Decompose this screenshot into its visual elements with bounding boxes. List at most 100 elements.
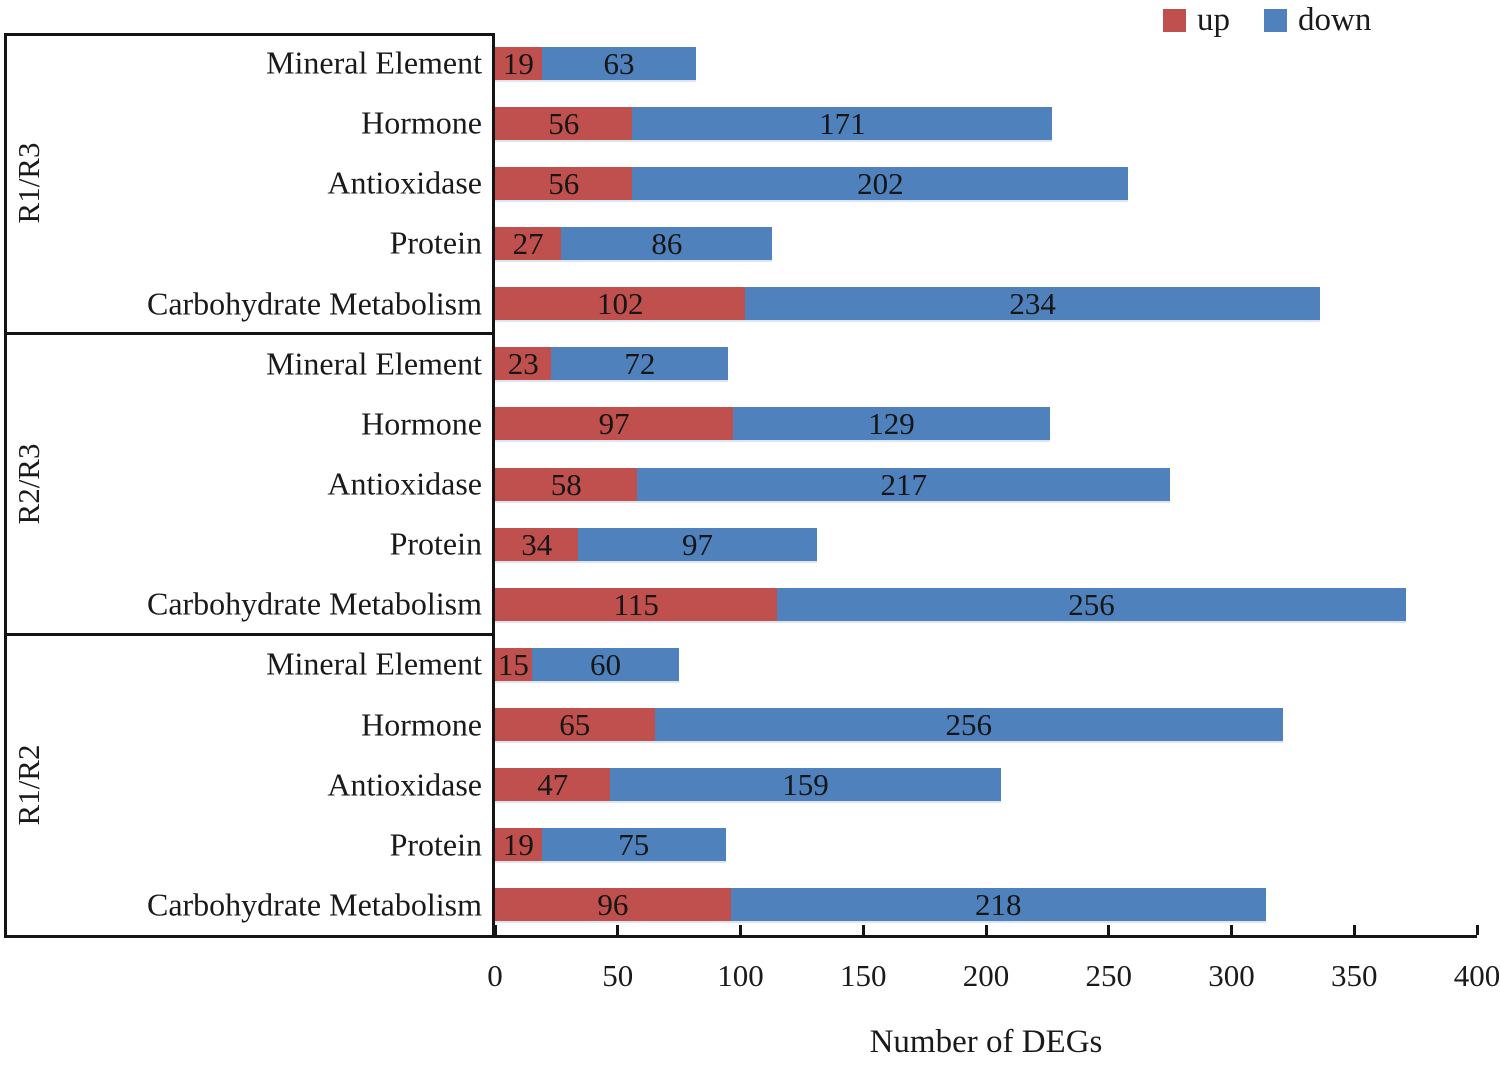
category-label: Mineral Element [266,645,482,682]
bar: 23 72 [495,346,729,382]
bar-value-up: 65 [559,707,591,743]
bar-value-down: 218 [975,887,1022,923]
bar-segment-down: 97 [578,526,817,562]
bar-segment-up: 56 [495,105,633,141]
x-axis-tick [984,925,988,935]
bar-value-up: 15 [497,646,529,682]
bar-value-down: 97 [682,526,714,562]
bar-value-down: 86 [651,225,683,261]
bar-value-up: 56 [548,165,580,201]
bar-value-down: 202 [857,165,904,201]
x-axis-tick [1352,925,1356,935]
bar-segment-up: 27 [495,225,562,261]
bar-value-down: 75 [618,827,650,863]
bar-segment-down: 75 [541,827,726,863]
bar-segment-up: 96 [495,887,731,923]
category-label: Mineral Element [266,345,482,382]
bar-segment-down: 218 [730,887,1266,923]
x-axis-tick-label: 200 [962,958,1010,993]
x-axis-tick [493,925,497,935]
x-axis-tick-label: 100 [717,958,764,993]
x-axis-tick [739,925,742,935]
bar-value-up: 102 [596,286,644,322]
bar: 115 256 [495,586,1406,622]
bar-value-up: 97 [598,406,630,442]
panel-left-border [4,33,7,938]
bar-value-up: 47 [537,767,569,803]
x-axis-tick [1475,925,1479,935]
bar: 19 75 [495,827,726,863]
bar-segment-down: 256 [777,587,1406,621]
x-axis-tick-label: 300 [1208,958,1255,993]
bar-value-down: 256 [945,707,993,743]
category-label: Hormone [361,405,482,442]
category-label: Antioxidase [327,164,482,201]
bar-segment-down: 60 [531,646,680,682]
bar-segment-down: 171 [632,105,1053,141]
bar-value-down: 159 [782,767,829,803]
bar-segment-up: 102 [495,286,746,322]
x-axis-tick-label: 350 [1331,958,1378,993]
bar-segment-up: 115 [495,586,778,622]
bar-value-up: 23 [507,346,539,382]
bar: 27 86 [495,225,773,261]
bar: 47 159 [495,767,1001,803]
x-axis-tick-label: 400 [1453,958,1500,993]
bar-value-down: 171 [819,105,866,141]
bar: 15 60 [495,646,680,682]
bar-segment-down: 256 [654,707,1284,743]
bar-value-down: 217 [880,466,927,502]
bar-segment-up: 47 [495,767,611,803]
category-label: Hormone [361,104,482,141]
bar-value-up: 27 [512,225,544,261]
bar: 97 129 [495,406,1050,442]
bar-segment-up: 97 [495,406,734,442]
bar-segment-down: 63 [541,45,697,81]
x-axis-tick-label: 150 [840,958,887,993]
bar-segment-up: 15 [495,646,532,682]
panel-top-border [4,33,495,36]
category-label: Carbohydrate Metabolism [146,585,482,622]
bar: 19 63 [495,45,697,81]
bar-value-up: 34 [521,526,553,562]
x-axis-tick-label: 0 [487,958,503,993]
bar-value-up: 58 [550,466,582,502]
bar-segment-up: 19 [495,45,542,81]
up-legend-label: up [1197,2,1230,38]
up-legend-swatch [1163,9,1186,32]
bar-segment-down: 129 [733,406,1050,442]
bar-segment-up: 58 [495,466,638,502]
x-axis-tick-label: 50 [602,958,634,993]
bar-value-up: 56 [548,105,580,141]
bar-segment-up: 65 [495,707,655,743]
category-label: Carbohydrate Metabolism [146,886,482,923]
bar-value-up: 115 [613,586,659,622]
bar-segment-up: 23 [495,346,552,382]
bar-value-down: 129 [868,406,915,442]
bar-value-up: 96 [597,887,629,923]
y-axis-line [492,33,495,938]
bar-value-down: 72 [624,346,656,382]
legend-item-up: up [1163,2,1230,39]
down-legend-label: down [1298,2,1372,38]
bar-value-up: 19 [502,45,534,81]
category-label: Hormone [361,706,482,743]
bar-value-down: 234 [1009,286,1056,322]
bar: 102 234 [495,286,1320,322]
bar: 96 218 [495,887,1266,923]
bar: 58 217 [495,466,1171,502]
category-label: Protein [389,826,482,863]
bar-segment-down: 86 [561,225,773,261]
bar: 56 171 [495,105,1053,141]
category-label: Protein [389,224,482,261]
x-axis-tick [1107,925,1111,935]
bar-segment-up: 34 [495,526,579,562]
bar-segment-up: 56 [495,165,633,201]
x-axis-tick [616,925,620,935]
x-axis-title: Number of DEGs [869,1024,1103,1060]
bar-value-down: 60 [589,646,621,682]
x-axis-line [4,935,1477,938]
bar-value-down: 63 [603,45,635,81]
bar-segment-down: 159 [610,767,1001,803]
